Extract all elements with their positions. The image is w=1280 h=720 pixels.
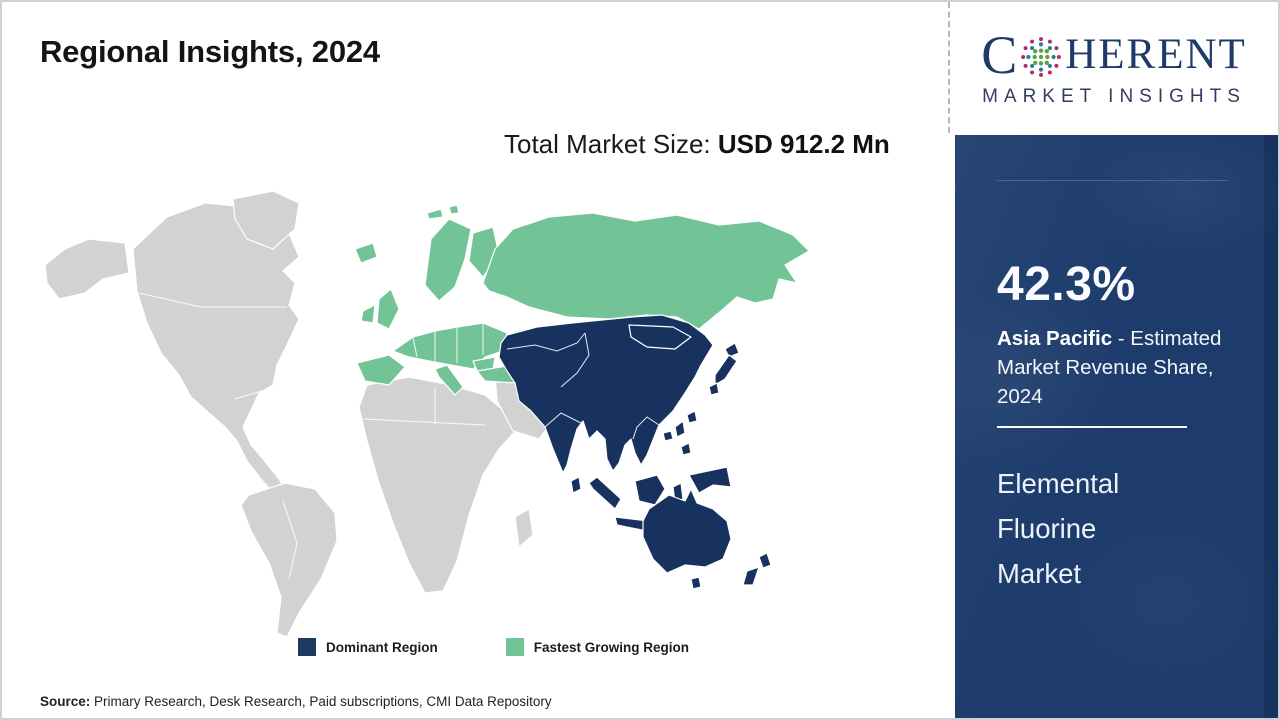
land-madagascar — [514, 508, 534, 548]
brand-logo-row: C HER — [981, 28, 1247, 82]
land-japan-hokkaido — [724, 342, 740, 358]
land-alaska — [44, 238, 130, 300]
logo-subtitle: MARKET INSIGHTS — [982, 85, 1246, 107]
land-borneo — [634, 474, 666, 506]
sidebar-panel: 42.3% Asia Pacific - Estimated Market Re… — [955, 135, 1278, 718]
land-japan-honshu — [714, 354, 738, 386]
brand-logo: C HER — [950, 2, 1278, 133]
land-iceland — [354, 242, 378, 264]
land-uk — [376, 288, 400, 330]
land-scandinavia — [424, 218, 472, 302]
total-market-size: Total Market Size: USD 912.2 Mn — [504, 126, 904, 164]
land-new-guinea — [688, 466, 732, 494]
dashed-divider — [948, 2, 950, 133]
map-borders-rest-of-world — [138, 292, 486, 580]
land-japan-kyushu — [708, 382, 720, 396]
land-svalbard-2 — [448, 204, 460, 215]
logo-letter-c: C — [981, 24, 1018, 85]
map-borders-europe — [412, 323, 484, 363]
total-market-size-value: USD 912.2 Mn — [717, 129, 890, 159]
source-label: Source: — [40, 694, 91, 709]
land-philippines-luzon — [674, 420, 686, 438]
land-tasmania — [690, 576, 702, 590]
legend-item-fastest-growing: Fastest Growing Region — [505, 638, 690, 656]
land-nz-south — [742, 566, 760, 586]
world-map-choropleth — [37, 187, 947, 638]
stat-value: 42.3% — [997, 258, 1136, 311]
land-iberia — [356, 354, 406, 386]
legend-swatch-fastest-growing — [505, 638, 524, 656]
panel-accent-line — [997, 180, 1227, 181]
land-nz-north — [758, 552, 772, 569]
land-south-america — [240, 482, 338, 638]
panel-divider-rule — [997, 426, 1187, 428]
stat-description: Asia Pacific - Estimated Market Revenue … — [997, 324, 1239, 411]
land-africa — [358, 376, 522, 594]
land-mongolia — [628, 324, 692, 350]
map-legend: Dominant Region Fastest Growing Region — [298, 638, 689, 656]
source-line: Source: Primary Research, Desk Research,… — [40, 694, 552, 709]
land-sri-lanka — [570, 476, 582, 494]
land-svalbard — [426, 208, 444, 220]
land-greenland — [232, 190, 300, 250]
world-map-svg — [44, 190, 810, 638]
globe-dots-icon — [1021, 36, 1062, 77]
land-italy — [434, 364, 464, 396]
total-market-size-label: Total Market Size: — [504, 129, 718, 159]
land-australia — [642, 488, 732, 574]
land-hainan — [662, 430, 674, 442]
stat-region: Asia Pacific — [997, 327, 1113, 350]
page-title: Regional Insights, 2024 — [40, 34, 380, 69]
land-russia — [482, 212, 810, 330]
report-title: Elemental Fluorine Market — [997, 468, 1120, 589]
land-ireland — [360, 304, 376, 324]
land-philippines-mindanao — [680, 442, 692, 456]
map-region-dominant — [498, 314, 772, 590]
logo-letters-herent: HERENT — [1065, 31, 1247, 78]
stat-desc-text: - Estimated Market Revenue Share, 2024 — [997, 327, 1222, 408]
land-taiwan — [686, 410, 698, 424]
legend-label-fastest-growing: Fastest Growing Region — [533, 639, 690, 655]
map-region-rest-of-world — [44, 190, 572, 638]
map-borders-asia — [506, 332, 660, 440]
legend-swatch-dominant — [298, 638, 316, 656]
legend-label-dominant: Dominant Region — [326, 639, 438, 655]
legend-item-dominant: Dominant Region — [298, 638, 438, 656]
land-sumatra — [588, 476, 622, 510]
source-text: Primary Research, Desk Research, Paid su… — [90, 694, 552, 709]
land-asia-mainland — [498, 314, 714, 474]
